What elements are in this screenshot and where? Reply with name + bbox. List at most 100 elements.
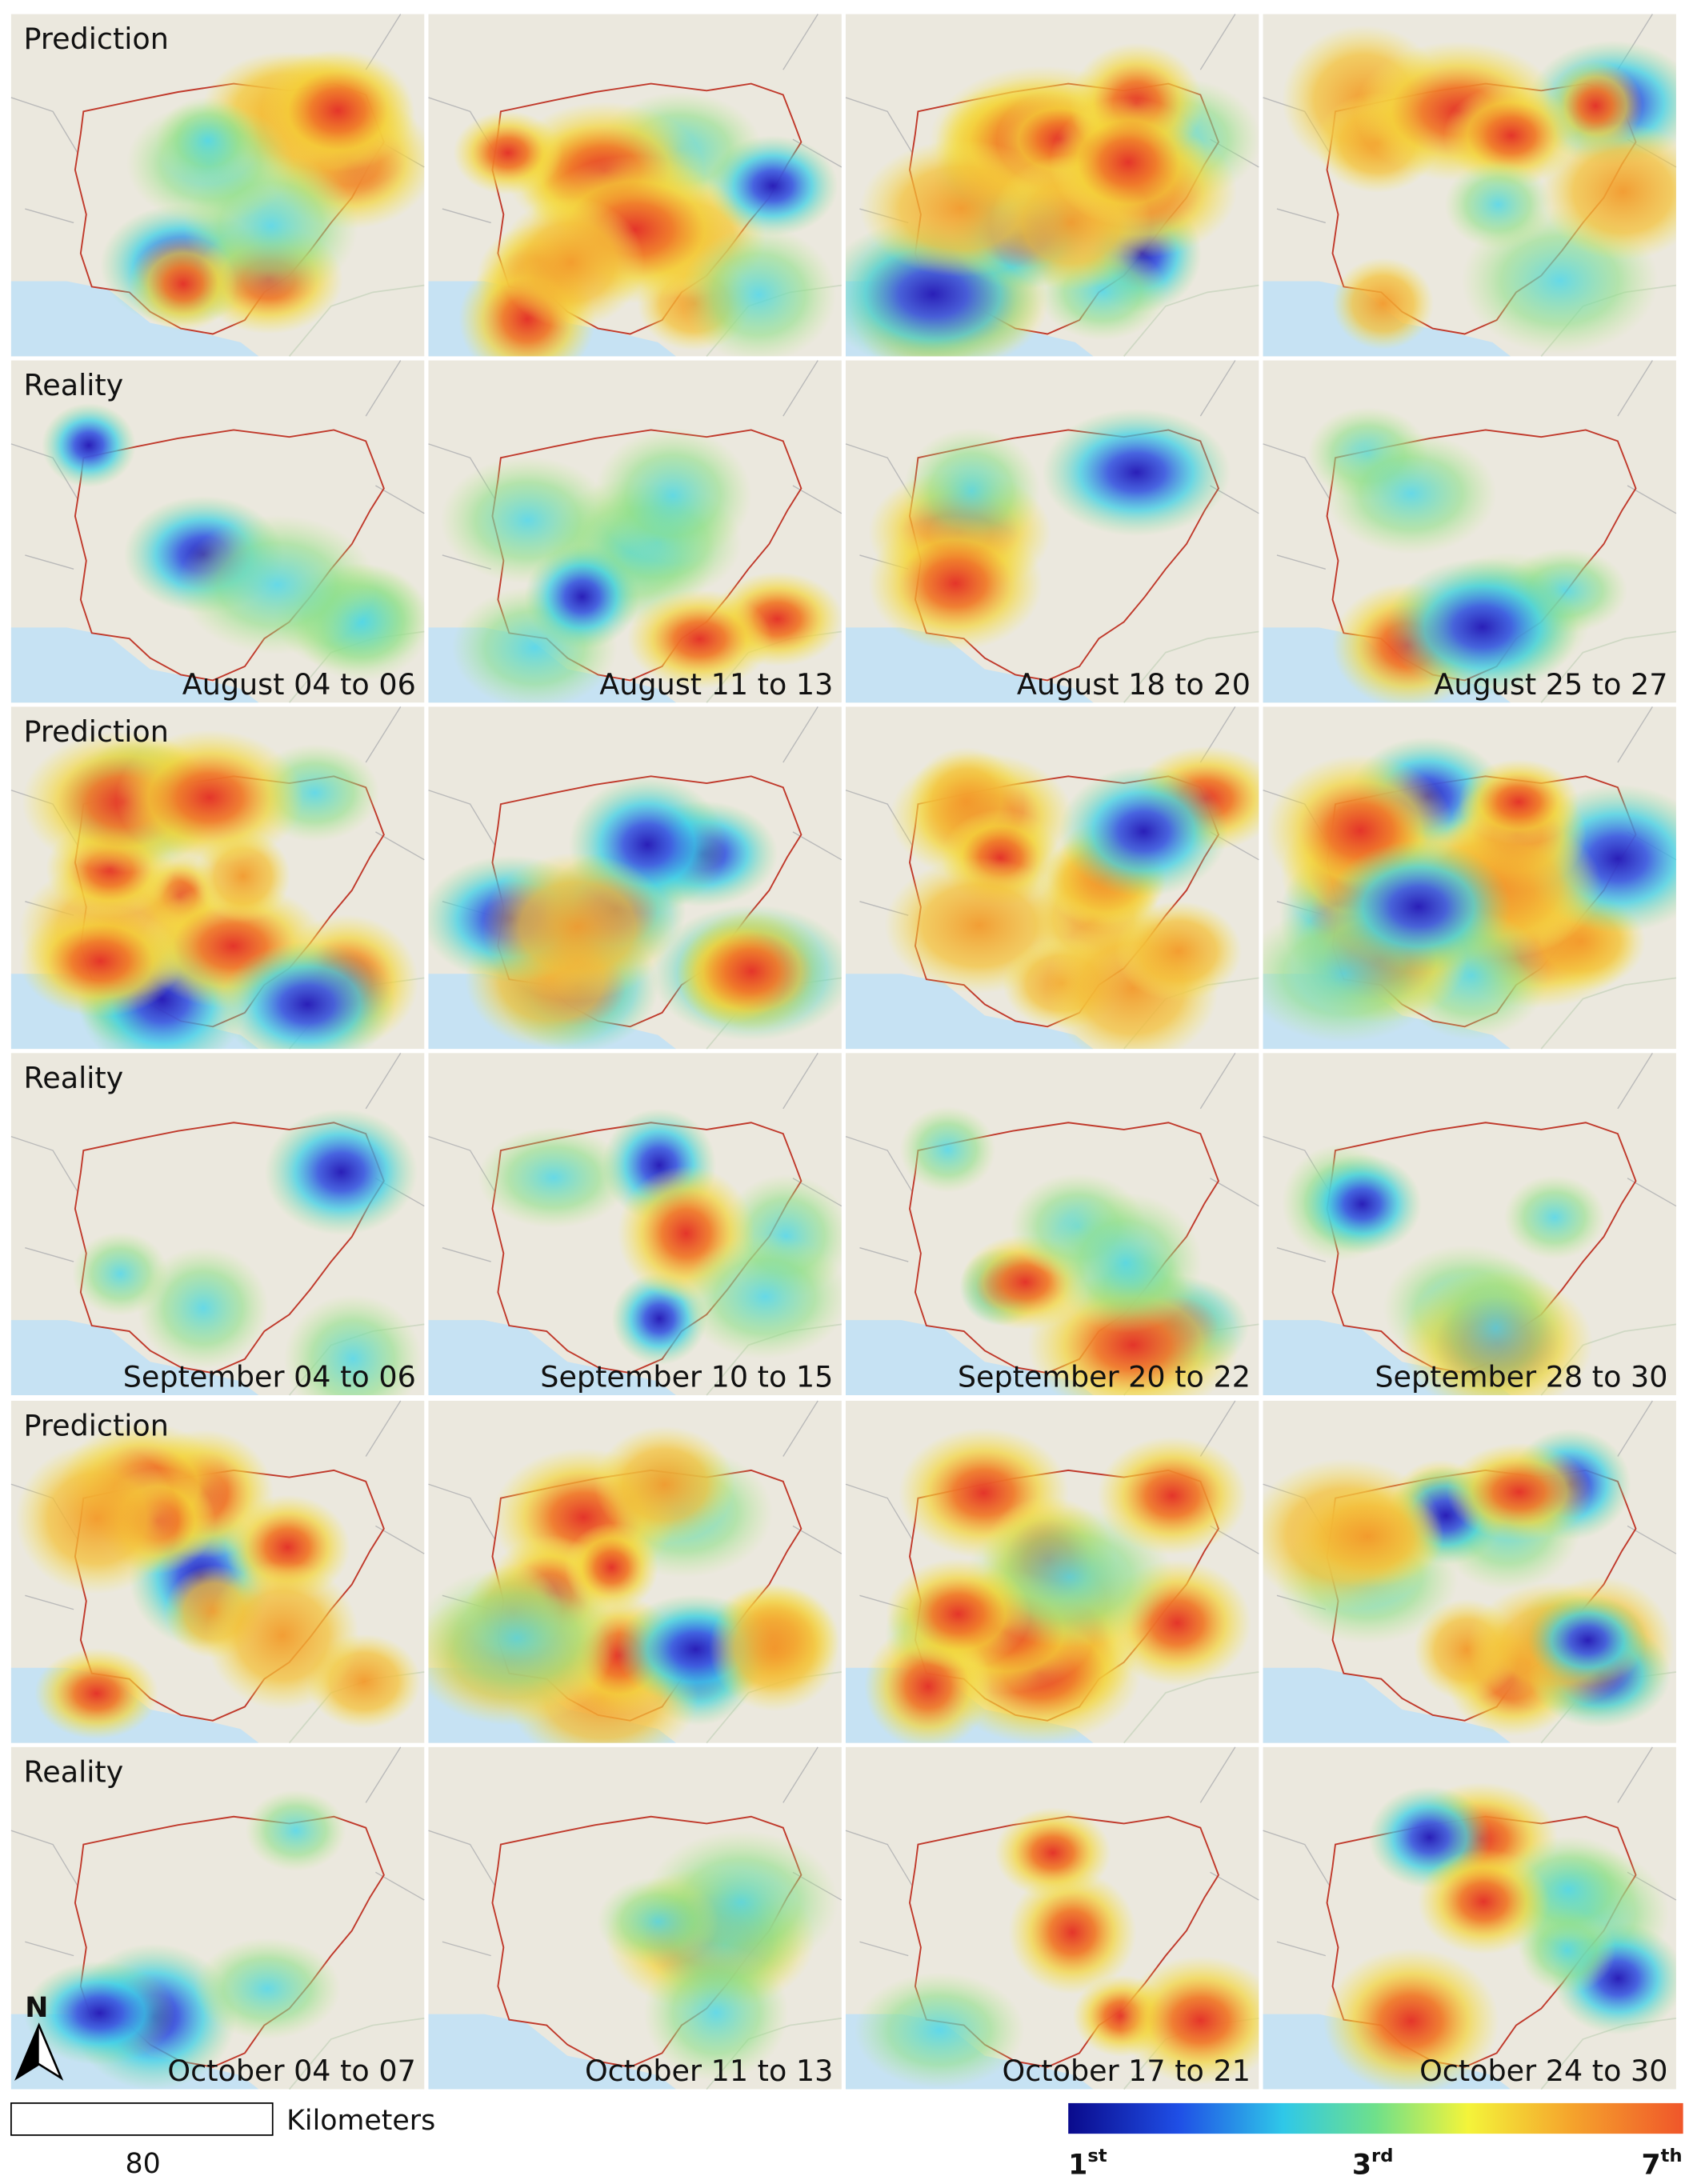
map-panel (1262, 706, 1677, 1050)
map-panel: October 17 to 21 (845, 1746, 1260, 2090)
heat-blob (24, 1961, 175, 2066)
heat-blob (597, 1877, 719, 1966)
heat-blob (681, 226, 837, 357)
heat-blob (1097, 1436, 1248, 1555)
heatmap (884, 746, 1259, 1050)
heatmap (478, 1108, 842, 1366)
row-label: Prediction (24, 1408, 169, 1442)
legend: Kilometers 80 1st 3rd 7th N (10, 1992, 1683, 2182)
heat-blob (594, 1426, 735, 1544)
heatmap (846, 42, 1259, 357)
heatmap (1263, 1428, 1675, 1737)
heat-blob (1325, 432, 1497, 554)
heat-blob (995, 1807, 1111, 1898)
row-label: Reality (24, 1061, 124, 1095)
heat-blob (524, 543, 640, 650)
map-panel: August 18 to 20 (845, 359, 1260, 704)
heat-blob (156, 97, 260, 185)
map-panel: October 24 to 30 (1262, 1746, 1677, 2090)
heat-blob (206, 1561, 359, 1710)
heatmap (453, 91, 838, 357)
heat-blob (19, 905, 182, 1018)
heat-blob (1540, 122, 1676, 261)
heat-blob (1059, 766, 1229, 898)
heat-blob (1417, 1848, 1550, 1954)
heatmap (1282, 25, 1676, 354)
heat-blob (868, 516, 1043, 651)
heat-blob (1447, 1442, 1592, 1542)
map-panel: Reality August 04 to 06 (10, 359, 426, 704)
heat-blob (115, 729, 303, 866)
heatmap (868, 408, 1231, 651)
heatmap (1307, 407, 1628, 703)
heat-blob (1291, 1485, 1444, 1588)
heat-blob (594, 427, 752, 563)
heatmap (854, 1807, 1259, 2089)
heat-blob (283, 1294, 422, 1395)
heatmap (42, 402, 425, 682)
heat-blob (261, 49, 415, 172)
colorbar-label: 7th (1641, 2146, 1682, 2182)
map-panel (427, 13, 842, 358)
map-panel (1262, 1399, 1677, 1744)
heat-blob (15, 1442, 178, 1594)
heatmap (15, 1422, 422, 1739)
heatmap (1263, 737, 1676, 1042)
heat-blob (1423, 1257, 1569, 1395)
scale-value: 80 (125, 2148, 160, 2180)
date-label: October 04 to 07 (167, 2054, 415, 2088)
north-arrow-half (16, 2025, 39, 2078)
heat-blob (676, 910, 827, 1033)
map-panel (427, 1399, 842, 1744)
date-label: September 28 to 30 (1375, 1360, 1667, 1394)
heat-blob (178, 514, 377, 654)
date-label: August 18 to 20 (1017, 667, 1251, 702)
heat-blob (1302, 1154, 1423, 1254)
heatmap (1281, 1144, 1606, 1395)
heatmap (428, 1426, 840, 1743)
heatmap (100, 49, 425, 334)
heat-blob (707, 135, 838, 237)
heat-blob (194, 1938, 341, 2040)
date-label: September 04 to 06 (123, 1360, 416, 1394)
north-label: N (25, 1992, 48, 2024)
map-panel (1262, 13, 1677, 358)
heatmap (864, 1427, 1251, 1743)
heat-blob (1444, 160, 1552, 250)
heat-blob (478, 1126, 630, 1229)
heat-blob (1119, 1955, 1259, 2085)
heatmap (428, 776, 842, 1050)
heatmap (597, 1830, 838, 2082)
colorbar (1068, 2102, 1683, 2134)
map-panel: September 20 to 22 (845, 1052, 1260, 1396)
heatmap (1323, 1782, 1676, 2090)
heat-blob (1050, 98, 1207, 227)
heat-blob (1323, 1948, 1499, 2090)
date-label: September 10 to 15 (540, 1360, 833, 1394)
map-panel: Prediction (10, 706, 426, 1050)
heat-blob (1332, 257, 1435, 350)
heat-blob (899, 1106, 996, 1193)
heat-blob (1326, 840, 1511, 974)
heat-blob (497, 197, 645, 329)
colorbar-label: 3rd (1352, 2146, 1394, 2182)
map-panel: Prediction (10, 13, 426, 358)
row-label: Prediction (24, 22, 169, 56)
row-label: Prediction (24, 714, 169, 749)
heatmap (24, 1790, 346, 2090)
map-panel (427, 706, 842, 1050)
heat-blob (137, 1246, 270, 1369)
heat-blob (1527, 1594, 1648, 1686)
heat-blob (42, 402, 136, 488)
map-panel: Reality September 04 to 06 (10, 1052, 426, 1396)
map-panel: September 10 to 15 (427, 1052, 842, 1396)
heat-blob (709, 1585, 840, 1712)
date-label: October 24 to 30 (1419, 2054, 1667, 2088)
heatmap (440, 427, 842, 703)
date-label: August 11 to 13 (599, 667, 833, 702)
map-panel: Reality October 04 to 07 (10, 1746, 426, 2090)
date-label: October 17 to 21 (1003, 2054, 1251, 2088)
heat-blob (1503, 1175, 1606, 1260)
heat-blob (854, 1972, 1025, 2089)
